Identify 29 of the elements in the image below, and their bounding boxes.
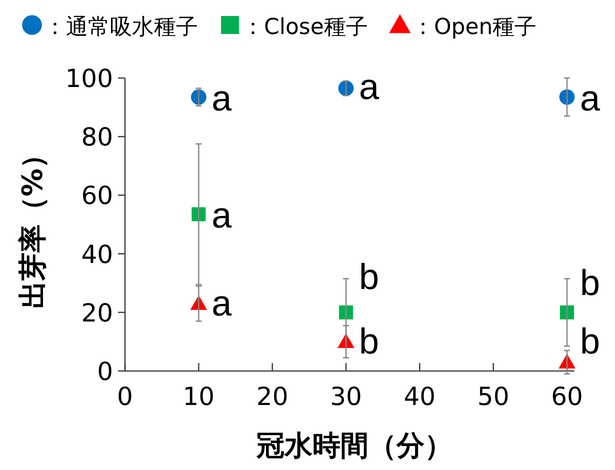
point [560,305,574,320]
x-tick-label: 20 [256,382,288,411]
annotation: a [580,78,601,119]
legend-label: ：Close種子 [242,15,368,40]
annotation: b [359,320,380,362]
x-axis-title: 冠水時間（分） [256,429,453,462]
y-tick-label: 80 [81,122,113,152]
annotation: a [212,194,233,236]
annotation: a [212,282,233,324]
annotation: b [580,320,600,362]
x-tick-label: 60 [551,382,583,411]
y-axis-title: 出芽率（%） [16,140,49,309]
y-tick-label: 0 [97,357,113,386]
y-tick-label: 40 [81,240,113,269]
x-tick-label: 30 [330,382,362,411]
annotation: a [212,78,233,119]
x-tick-label: 50 [477,382,510,411]
annotation: b [580,262,600,304]
point [339,305,353,320]
y-tick-label: 100 [65,64,113,93]
x-tick-label: 10 [182,382,215,411]
legend-label: ：通常吸水種子 [44,15,198,40]
y-tick-label: 20 [81,298,113,328]
y-tick-label: 60 [81,181,113,210]
x-tick-label: 40 [404,382,436,411]
annotation: a [359,66,380,107]
x-tick-label: 0 [117,382,133,411]
annotation: b [359,256,380,298]
legend-label: ：Open種子 [412,15,537,40]
